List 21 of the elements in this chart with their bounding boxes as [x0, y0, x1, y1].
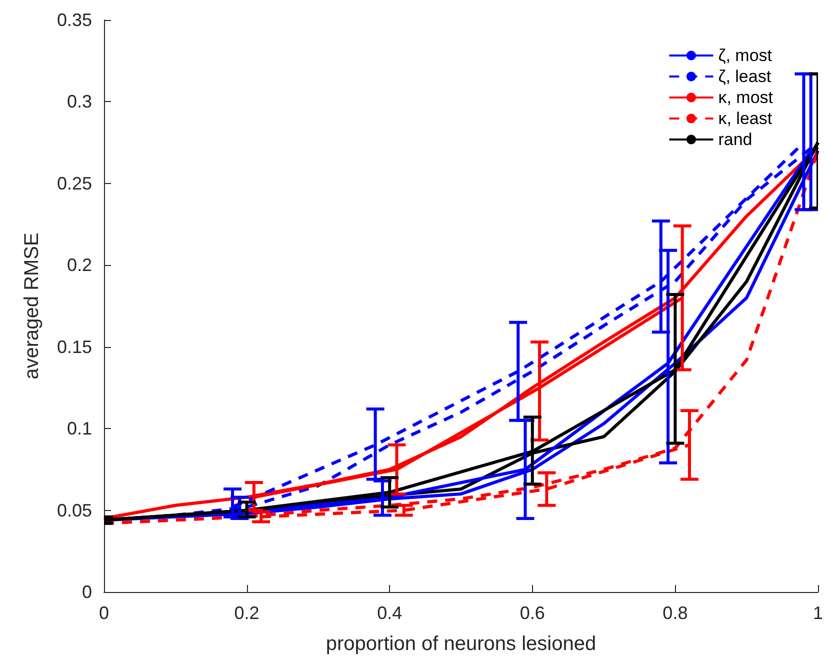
legend-label: κ, most	[718, 88, 774, 107]
y-tick-label: 0.35	[56, 10, 92, 30]
legend-label: ζ, least	[718, 67, 772, 86]
x-tick-label: 1	[812, 603, 823, 623]
x-axis-title: proportion of neurons lesioned	[326, 633, 596, 655]
x-tick-label: 0.6	[520, 603, 545, 623]
x-tick-label: 0	[98, 603, 110, 623]
y-tick-label: 0.1	[66, 418, 92, 439]
y-tick-label: 0.05	[56, 500, 92, 520]
legend-label: κ, least	[718, 109, 772, 128]
y-tick-label: 0.25	[56, 173, 92, 194]
legend-label: rand	[718, 130, 752, 149]
y-tick-label: 0.3	[66, 92, 92, 112]
x-tick-label: 0.4	[377, 603, 402, 623]
y-tick-label: 0	[82, 582, 92, 602]
y-tick-label: 0.15	[56, 336, 92, 357]
x-tick-label: 0.2	[234, 603, 260, 623]
legend-label: ζ, most	[718, 46, 772, 65]
x-tick-label: 0.8	[662, 603, 688, 623]
y-tick-label: 0.2	[66, 255, 92, 276]
y-axis-title: averaged RMSE	[21, 232, 43, 380]
